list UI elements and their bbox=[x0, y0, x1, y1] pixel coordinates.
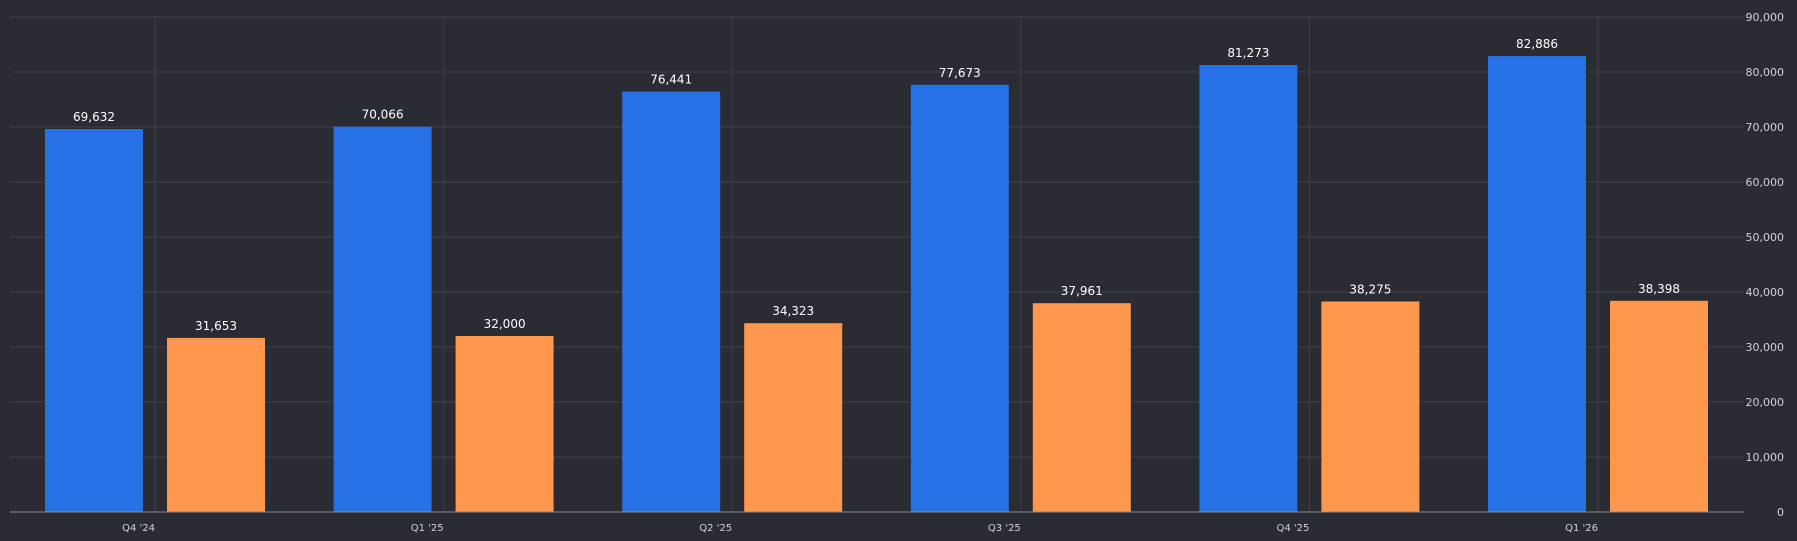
bar-series-1 bbox=[333, 126, 432, 513]
bar-value-label: 69,632 bbox=[73, 110, 115, 124]
data-label-layer: 69,632 70,066 76,441 77,673 81,273 82,886 31,6… bbox=[73, 37, 1680, 333]
bar-series-1 bbox=[622, 91, 721, 513]
bar-value-label: 34,323 bbox=[772, 304, 814, 318]
x-tick-label: Q2 '25 bbox=[699, 523, 732, 534]
y-tick-label: 40,000 bbox=[1746, 286, 1785, 299]
y-tick-label: 0 bbox=[1777, 506, 1784, 519]
x-tick-label: Q3 '25 bbox=[988, 523, 1021, 534]
bar-series-1 bbox=[1199, 64, 1298, 512]
bar-series-2 bbox=[744, 323, 843, 512]
bar-value-label: 70,066 bbox=[362, 108, 404, 122]
bar-value-label: 31,653 bbox=[195, 319, 237, 333]
bar-value-label: 82,886 bbox=[1516, 37, 1558, 51]
bar-series-2 bbox=[167, 337, 265, 512]
bar-series-2 bbox=[1032, 303, 1131, 512]
x-tick-label: Q4 '24 bbox=[122, 523, 155, 534]
bar-series-2 bbox=[1610, 300, 1708, 512]
y-tick-label: 70,000 bbox=[1746, 121, 1785, 134]
bar-value-label: 76,441 bbox=[650, 73, 692, 87]
bar-series-1 bbox=[910, 84, 1009, 513]
bar-series-1 bbox=[45, 129, 143, 513]
bar-layer bbox=[45, 56, 1708, 513]
bar-value-label: 32,000 bbox=[484, 317, 526, 331]
bar-value-label: 38,398 bbox=[1638, 282, 1680, 296]
y-tick-label: 50,000 bbox=[1746, 231, 1785, 244]
bar-value-label: 37,961 bbox=[1061, 284, 1103, 298]
bar-series-2 bbox=[1321, 301, 1420, 512]
x-tick-label: Q1 '25 bbox=[411, 523, 444, 534]
y-tick-label: 20,000 bbox=[1746, 396, 1785, 409]
bar-value-label: 77,673 bbox=[939, 66, 981, 80]
x-axis: Q4 '24 Q1 '25 Q2 '25 Q3 '25 Q4 '25 Q1 '26 bbox=[10, 511, 1744, 534]
bar-value-label: 38,275 bbox=[1349, 282, 1391, 296]
y-tick-label: 90,000 bbox=[1746, 11, 1785, 24]
bar-series-1 bbox=[1488, 56, 1586, 512]
x-tick-label: Q4 '25 bbox=[1277, 523, 1310, 534]
y-tick-label: 30,000 bbox=[1746, 341, 1785, 354]
y-tick-label: 80,000 bbox=[1746, 66, 1785, 79]
bar-series-2 bbox=[455, 336, 554, 512]
y-tick-label: 10,000 bbox=[1746, 451, 1785, 464]
y-tick-label: 60,000 bbox=[1746, 176, 1785, 189]
y-axis: 0 10,000 20,000 30,000 40,000 50,000 60,000 70,… bbox=[1746, 11, 1785, 519]
bar-value-label: 81,273 bbox=[1227, 46, 1269, 60]
grid-layer bbox=[10, 16, 1744, 512]
x-tick-label: Q1 '26 bbox=[1565, 523, 1598, 534]
